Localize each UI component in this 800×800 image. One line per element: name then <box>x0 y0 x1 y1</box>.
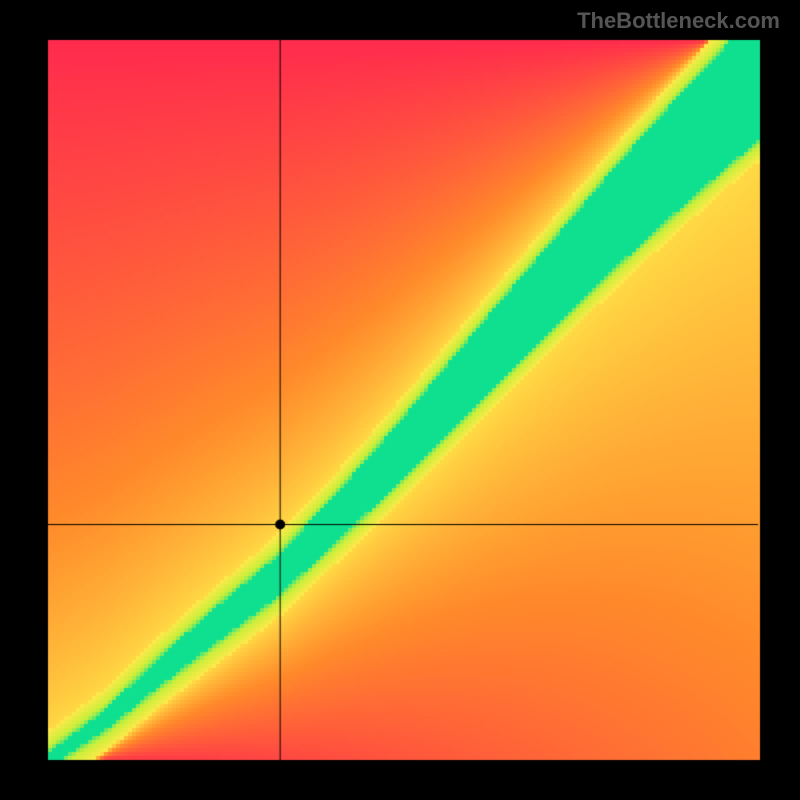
heatmap-canvas <box>0 0 800 800</box>
watermark-text: TheBottleneck.com <box>577 8 780 34</box>
chart-container: TheBottleneck.com <box>0 0 800 800</box>
